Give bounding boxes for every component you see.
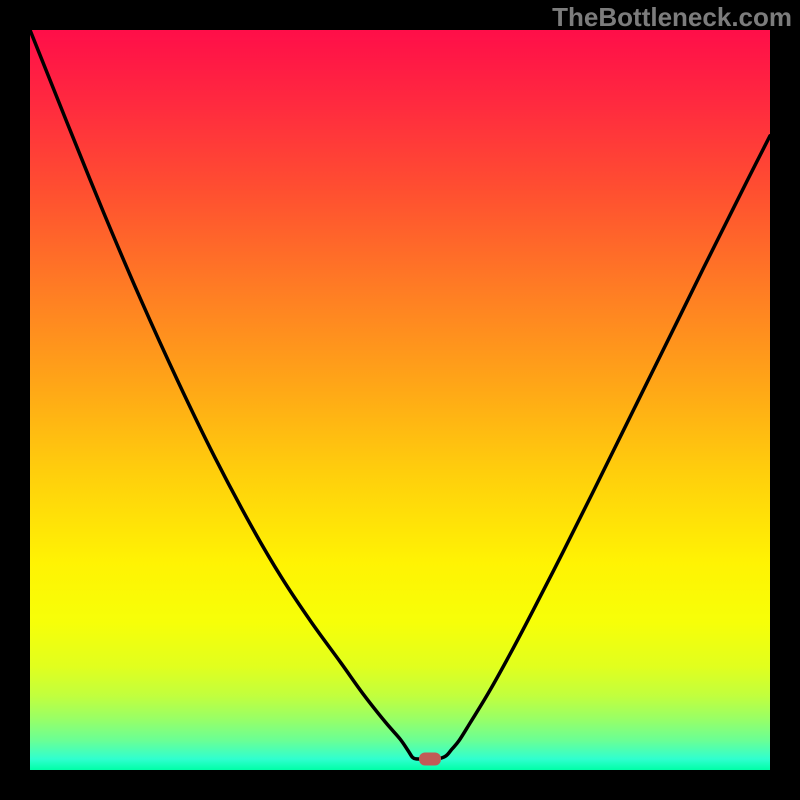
bottleneck-curve [30,30,770,759]
attribution-text: TheBottleneck.com [552,2,792,33]
chart-container: TheBottleneck.com [0,0,800,800]
curve-layer [30,30,770,770]
optimum-marker [419,752,441,765]
plot-area [30,30,770,770]
